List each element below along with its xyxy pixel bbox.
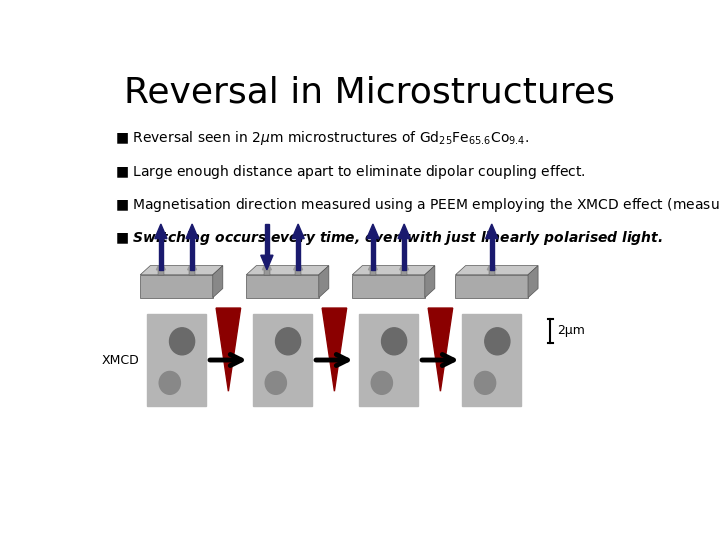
Polygon shape	[456, 275, 528, 298]
Polygon shape	[487, 266, 496, 270]
Polygon shape	[246, 275, 319, 298]
Polygon shape	[246, 266, 329, 275]
Polygon shape	[371, 239, 375, 270]
Polygon shape	[140, 266, 222, 275]
Polygon shape	[485, 224, 498, 239]
Polygon shape	[147, 314, 206, 406]
Polygon shape	[402, 239, 406, 270]
Polygon shape	[158, 270, 163, 275]
Ellipse shape	[485, 328, 510, 355]
Polygon shape	[159, 239, 163, 270]
Polygon shape	[428, 308, 453, 391]
Polygon shape	[489, 270, 495, 275]
Polygon shape	[369, 266, 377, 270]
Ellipse shape	[474, 372, 495, 394]
Polygon shape	[213, 266, 222, 298]
Polygon shape	[359, 314, 418, 406]
Polygon shape	[261, 255, 273, 270]
Polygon shape	[189, 270, 195, 275]
Polygon shape	[216, 308, 240, 391]
Polygon shape	[155, 224, 167, 239]
Polygon shape	[462, 314, 521, 406]
Ellipse shape	[276, 328, 301, 355]
Ellipse shape	[169, 328, 194, 355]
Polygon shape	[400, 266, 409, 270]
Polygon shape	[366, 224, 379, 239]
Polygon shape	[140, 275, 213, 298]
Ellipse shape	[159, 372, 181, 394]
Text: $\blacksquare$ Magnetisation direction measured using a PEEM employing the XMCD : $\blacksquare$ Magnetisation direction m…	[115, 196, 720, 214]
Text: $\blacksquare$ Large enough distance apart to eliminate dipolar coupling effect.: $\blacksquare$ Large enough distance apa…	[115, 163, 586, 180]
Text: $\blacksquare$ Reversal seen in 2$\mu$m microstructures of Gd$_{25}$Fe$_{65.6}$C: $\blacksquare$ Reversal seen in 2$\mu$m …	[115, 129, 529, 147]
Text: XMCD: XMCD	[101, 354, 139, 367]
Text: 2μm: 2μm	[557, 325, 585, 338]
Polygon shape	[294, 266, 302, 270]
Ellipse shape	[382, 328, 407, 355]
Polygon shape	[253, 314, 312, 406]
Polygon shape	[295, 270, 301, 275]
Polygon shape	[352, 266, 435, 275]
Polygon shape	[370, 270, 376, 275]
Text: $\blacksquare$ Switching occurs every time, even with just linearly polarised li: $\blacksquare$ Switching occurs every ti…	[115, 229, 663, 247]
Polygon shape	[264, 270, 270, 275]
Polygon shape	[425, 266, 435, 298]
Ellipse shape	[265, 372, 287, 394]
Polygon shape	[156, 266, 166, 270]
Polygon shape	[456, 266, 538, 275]
Text: Reversal in Microstructures: Reversal in Microstructures	[124, 75, 614, 109]
Ellipse shape	[372, 372, 392, 394]
Polygon shape	[319, 266, 329, 298]
Polygon shape	[188, 266, 197, 270]
Polygon shape	[398, 224, 410, 239]
Polygon shape	[528, 266, 538, 298]
Polygon shape	[190, 239, 194, 270]
Polygon shape	[401, 270, 407, 275]
Polygon shape	[352, 275, 425, 298]
Polygon shape	[296, 239, 300, 270]
Polygon shape	[262, 266, 271, 270]
Polygon shape	[292, 224, 305, 239]
Polygon shape	[322, 308, 347, 391]
Polygon shape	[265, 224, 269, 255]
Polygon shape	[490, 239, 494, 270]
Polygon shape	[186, 224, 198, 239]
